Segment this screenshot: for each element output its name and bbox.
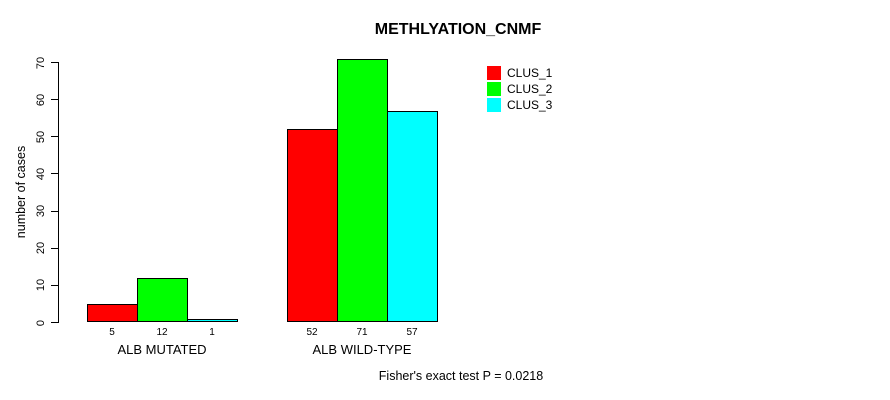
y-tick-label: 40 (35, 167, 47, 181)
legend-swatch (487, 82, 501, 96)
caption: Fisher's exact test P = 0.0218 (378, 369, 544, 383)
legend-swatch (487, 66, 501, 80)
bar-clus_1-2 (287, 129, 338, 323)
bar-clus_3-1 (187, 318, 238, 323)
legend: CLUS_1 CLUS_2 CLUS_3 (487, 66, 552, 112)
category-label: ALB MUTATED (117, 342, 207, 357)
y-tick-label: 70 (35, 56, 47, 69)
y-tick (51, 173, 59, 175)
bar-value-label: 52 (306, 327, 318, 338)
legend-row: CLUS_1 (487, 66, 552, 80)
y-tick (51, 210, 59, 212)
y-tick-label: 50 (35, 130, 47, 143)
bar-value-label: 1 (209, 327, 215, 338)
y-tick-label: 20 (35, 242, 47, 255)
legend-label: CLUS_3 (507, 98, 553, 112)
y-tick-label: 0 (35, 319, 47, 326)
legend-row: CLUS_2 (487, 82, 552, 96)
y-tick (51, 136, 59, 138)
y-axis-title: number of cases (14, 145, 28, 239)
bar-value-label: 12 (156, 327, 168, 338)
bar-clus_3-2 (387, 110, 438, 323)
y-tick-label: 10 (35, 279, 47, 292)
legend-row: CLUS_3 (487, 98, 552, 112)
bar-clus_1-1 (87, 303, 138, 323)
legend-label: CLUS_2 (507, 82, 553, 96)
y-tick-label: 30 (35, 204, 47, 218)
y-tick (51, 62, 59, 63)
y-tick (51, 322, 59, 323)
legend-label: CLUS_1 (507, 66, 553, 80)
y-tick (51, 247, 59, 249)
y-tick (51, 284, 59, 286)
bar-value-label: 71 (356, 327, 368, 338)
legend-swatch (487, 98, 501, 112)
bar-value-label: 5 (109, 327, 115, 338)
bar-clus_2-2 (337, 58, 388, 323)
y-tick (51, 99, 59, 101)
bar-clus_2-1 (137, 277, 188, 323)
category-label: ALB WILD-TYPE (312, 342, 412, 357)
chart-title: METHLYATION_CNMF (374, 21, 542, 38)
bar-value-label: 57 (406, 327, 418, 338)
y-axis-line (58, 62, 59, 323)
y-tick-label: 60 (35, 93, 47, 106)
